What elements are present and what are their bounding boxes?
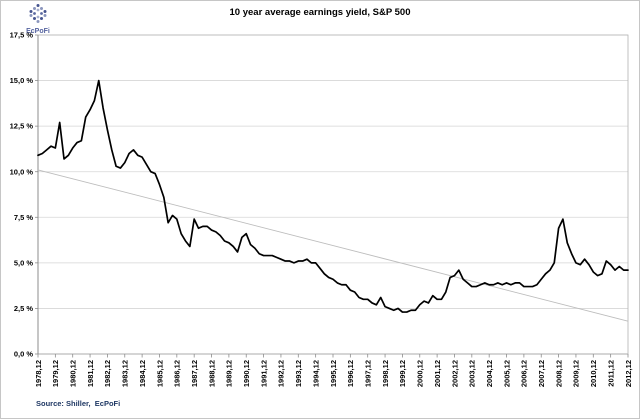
y-tick-label: 12,5 %	[10, 122, 34, 131]
chart-title: 10 year average earnings yield, S&P 500	[229, 7, 411, 18]
x-tick-label: 1981,12	[86, 360, 95, 387]
x-tick-label: 2009,12	[572, 360, 581, 387]
x-tick-label: 2003,12	[468, 360, 477, 387]
x-tick-label: 1987,12	[190, 360, 199, 387]
x-tick-label: 1984,12	[138, 360, 147, 387]
x-tick-label: 2004,12	[485, 360, 494, 387]
x-tick-label: 1985,12	[155, 360, 164, 387]
x-tick-label: 1994,12	[311, 360, 320, 387]
x-tick-label: 2006,12	[520, 360, 529, 387]
x-tick-label: 1998,12	[381, 360, 390, 387]
y-tick-label: 10,0 %	[10, 167, 34, 176]
x-tick-label: 2001,12	[433, 360, 442, 387]
x-tick-label: 1997,12	[364, 360, 373, 387]
x-tick-label: 2005,12	[502, 360, 511, 387]
x-tick-label: 1992,12	[277, 360, 286, 387]
x-tick-label: 2011,12	[606, 360, 615, 387]
y-tick-label: 0,0 %	[14, 350, 34, 359]
x-tick-label: 1989,12	[225, 360, 234, 387]
x-tick-label: 2002,12	[450, 360, 459, 387]
trend-line	[37, 169, 629, 322]
ecpofi-logo-label: EcPoFi	[26, 28, 50, 35]
x-tick-label: 1978,12	[34, 360, 43, 387]
x-tick-label: 1999,12	[398, 360, 407, 387]
x-tick-label: 1993,12	[294, 360, 303, 387]
x-tick-label: 2000,12	[416, 360, 425, 387]
y-tick-label: 7,5 %	[14, 213, 34, 222]
y-tick-label: 17,5 %	[10, 31, 34, 40]
x-tick-label: 1986,12	[173, 360, 182, 387]
y-tick-label: 15,0 %	[10, 76, 34, 85]
x-tick-label: 2010,12	[589, 360, 598, 387]
x-tick-label: 1979,12	[51, 360, 60, 387]
y-tick-label: 5,0 %	[14, 258, 34, 267]
x-tick-label: 1980,12	[69, 360, 78, 387]
x-tick-label: 2012,12	[624, 360, 633, 387]
x-tick-label: 2007,12	[537, 360, 546, 387]
x-tick-label: 1982,12	[103, 360, 112, 387]
x-tick-label: 1988,12	[207, 360, 216, 387]
x-tick-label: 2008,12	[554, 360, 563, 387]
x-tick-label: 1995,12	[329, 360, 338, 387]
x-tick-label: 1983,12	[121, 360, 130, 387]
ecpofi-logo: EcPoFi	[19, 3, 57, 35]
x-tick-label: 1996,12	[346, 360, 355, 387]
earnings-yield-line	[37, 79, 629, 313]
ecpofi-logo-icon	[29, 4, 47, 23]
plot-border	[37, 34, 629, 355]
source-note: Source: Shiller, EcPoFi	[36, 399, 121, 408]
x-tick-label: 1991,12	[259, 360, 268, 387]
x-tick-label: 1990,12	[242, 360, 251, 387]
y-tick-label: 2,5 %	[14, 304, 34, 313]
